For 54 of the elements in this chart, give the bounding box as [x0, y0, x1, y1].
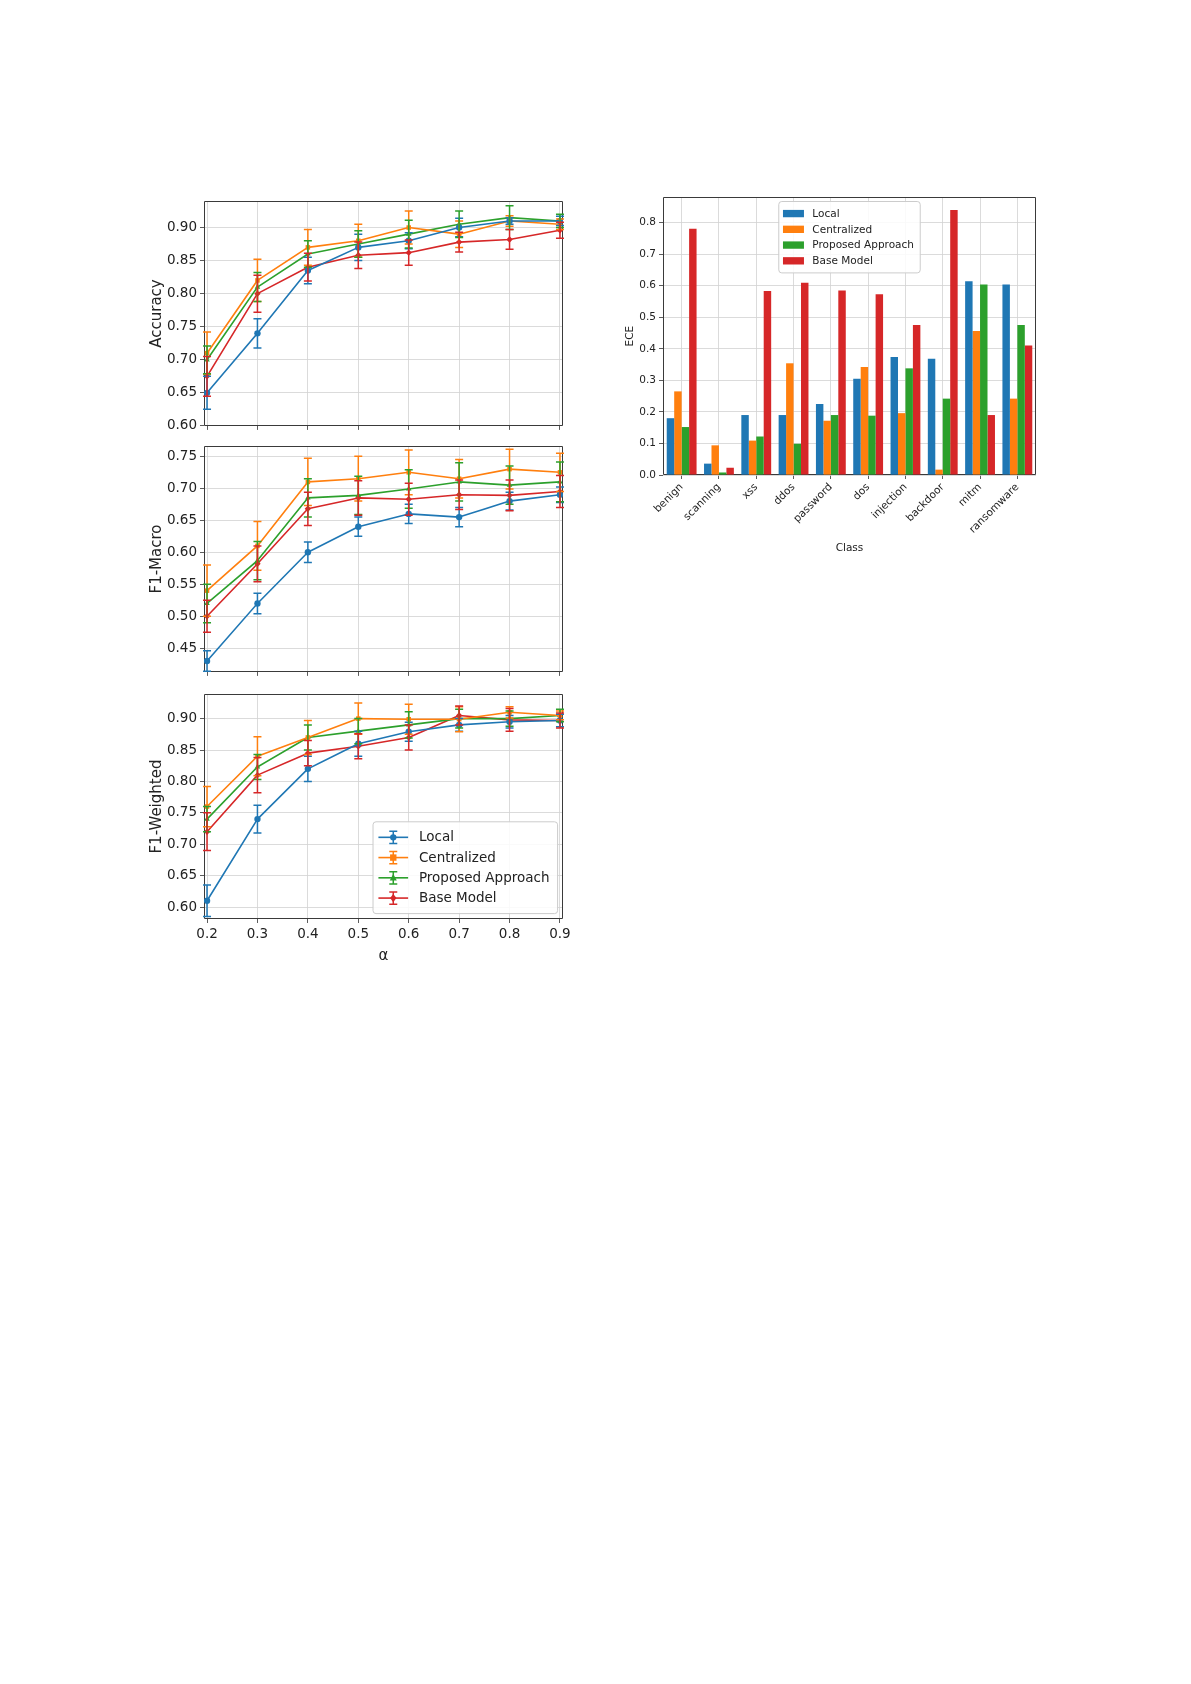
y-tick-label: 0.3	[639, 373, 656, 386]
y-tick-label: 0.65	[166, 866, 197, 883]
y-tick-label: 0.6	[639, 278, 657, 291]
y-tick-label: 0.8	[639, 215, 656, 228]
y-tick-label: 0.4	[639, 341, 657, 354]
y-tick-label: 0.80	[166, 284, 197, 301]
y-tick-label: 0.45	[166, 638, 197, 655]
y-tick-label: 0.60	[166, 897, 197, 914]
x-axis-title: Class	[835, 541, 864, 554]
y-tick-label: 0.60	[166, 416, 197, 433]
legend-label: Local	[418, 828, 454, 845]
y-tick-label: 0.90	[166, 709, 197, 726]
y-tick-label: 0.2	[639, 404, 656, 417]
y-tick-label: 0.7	[639, 246, 656, 259]
y-tick-label: 0.80	[166, 771, 197, 788]
x-tick-label: 0.4	[297, 924, 319, 941]
y-tick-label: 0.55	[166, 574, 197, 591]
x-tick-label: 0.8	[498, 924, 521, 941]
x-tick-label: dos	[849, 480, 872, 502]
x-tick-label: xss	[738, 480, 760, 501]
legend-label: Centralized	[812, 222, 873, 235]
y-tick-label: 0.90	[166, 218, 197, 235]
x-tick-label: 0.9	[549, 924, 571, 941]
x-tick-label: 0.5	[347, 924, 370, 941]
y-axis-title: ECE	[623, 325, 636, 347]
y-axis-title: Accuracy	[146, 279, 165, 348]
y-tick-label: 0.75	[166, 317, 197, 334]
x-tick-label: 0.2	[196, 924, 218, 941]
y-tick-label: 0.85	[166, 740, 197, 757]
y-tick-label: 0.65	[166, 510, 197, 527]
x-tick-label: 0.7	[448, 924, 470, 941]
y-axis-title: F1-Weighted	[146, 759, 165, 854]
y-tick-label: 0.85	[166, 251, 197, 268]
y-tick-label: 0.70	[166, 350, 197, 367]
y-tick-label: 0.70	[166, 478, 197, 495]
legend-label: Base Model	[812, 254, 873, 267]
x-tick-label: 0.3	[246, 924, 269, 941]
legend-label: Proposed Approach	[418, 868, 550, 885]
y-tick-label: 0.1	[639, 436, 656, 449]
legend-label: Centralized	[418, 848, 496, 865]
y-tick-label: 0.75	[166, 803, 197, 820]
legend-label: Local	[812, 206, 840, 219]
y-tick-label: 0.50	[166, 606, 197, 623]
x-tick-label: 0.6	[397, 924, 420, 941]
y-tick-label: 0.0	[639, 467, 656, 480]
legend-label: Base Model	[418, 889, 497, 906]
y-tick-label: 0.5	[639, 309, 656, 322]
y-tick-label: 0.75	[166, 446, 197, 463]
y-tick-label: 0.60	[166, 542, 197, 559]
y-tick-label: 0.70	[166, 834, 197, 851]
legend-label: Proposed Approach	[812, 238, 914, 251]
y-tick-label: 0.65	[166, 383, 197, 400]
x-axis-title: α	[378, 945, 389, 964]
y-axis-title: F1-Macro	[146, 524, 165, 594]
